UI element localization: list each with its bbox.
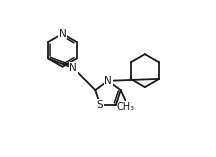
Text: N: N — [104, 76, 112, 86]
Text: CH₃: CH₃ — [116, 102, 135, 111]
Text: N: N — [59, 29, 66, 39]
Text: N: N — [70, 63, 77, 73]
Text: S: S — [97, 100, 103, 110]
